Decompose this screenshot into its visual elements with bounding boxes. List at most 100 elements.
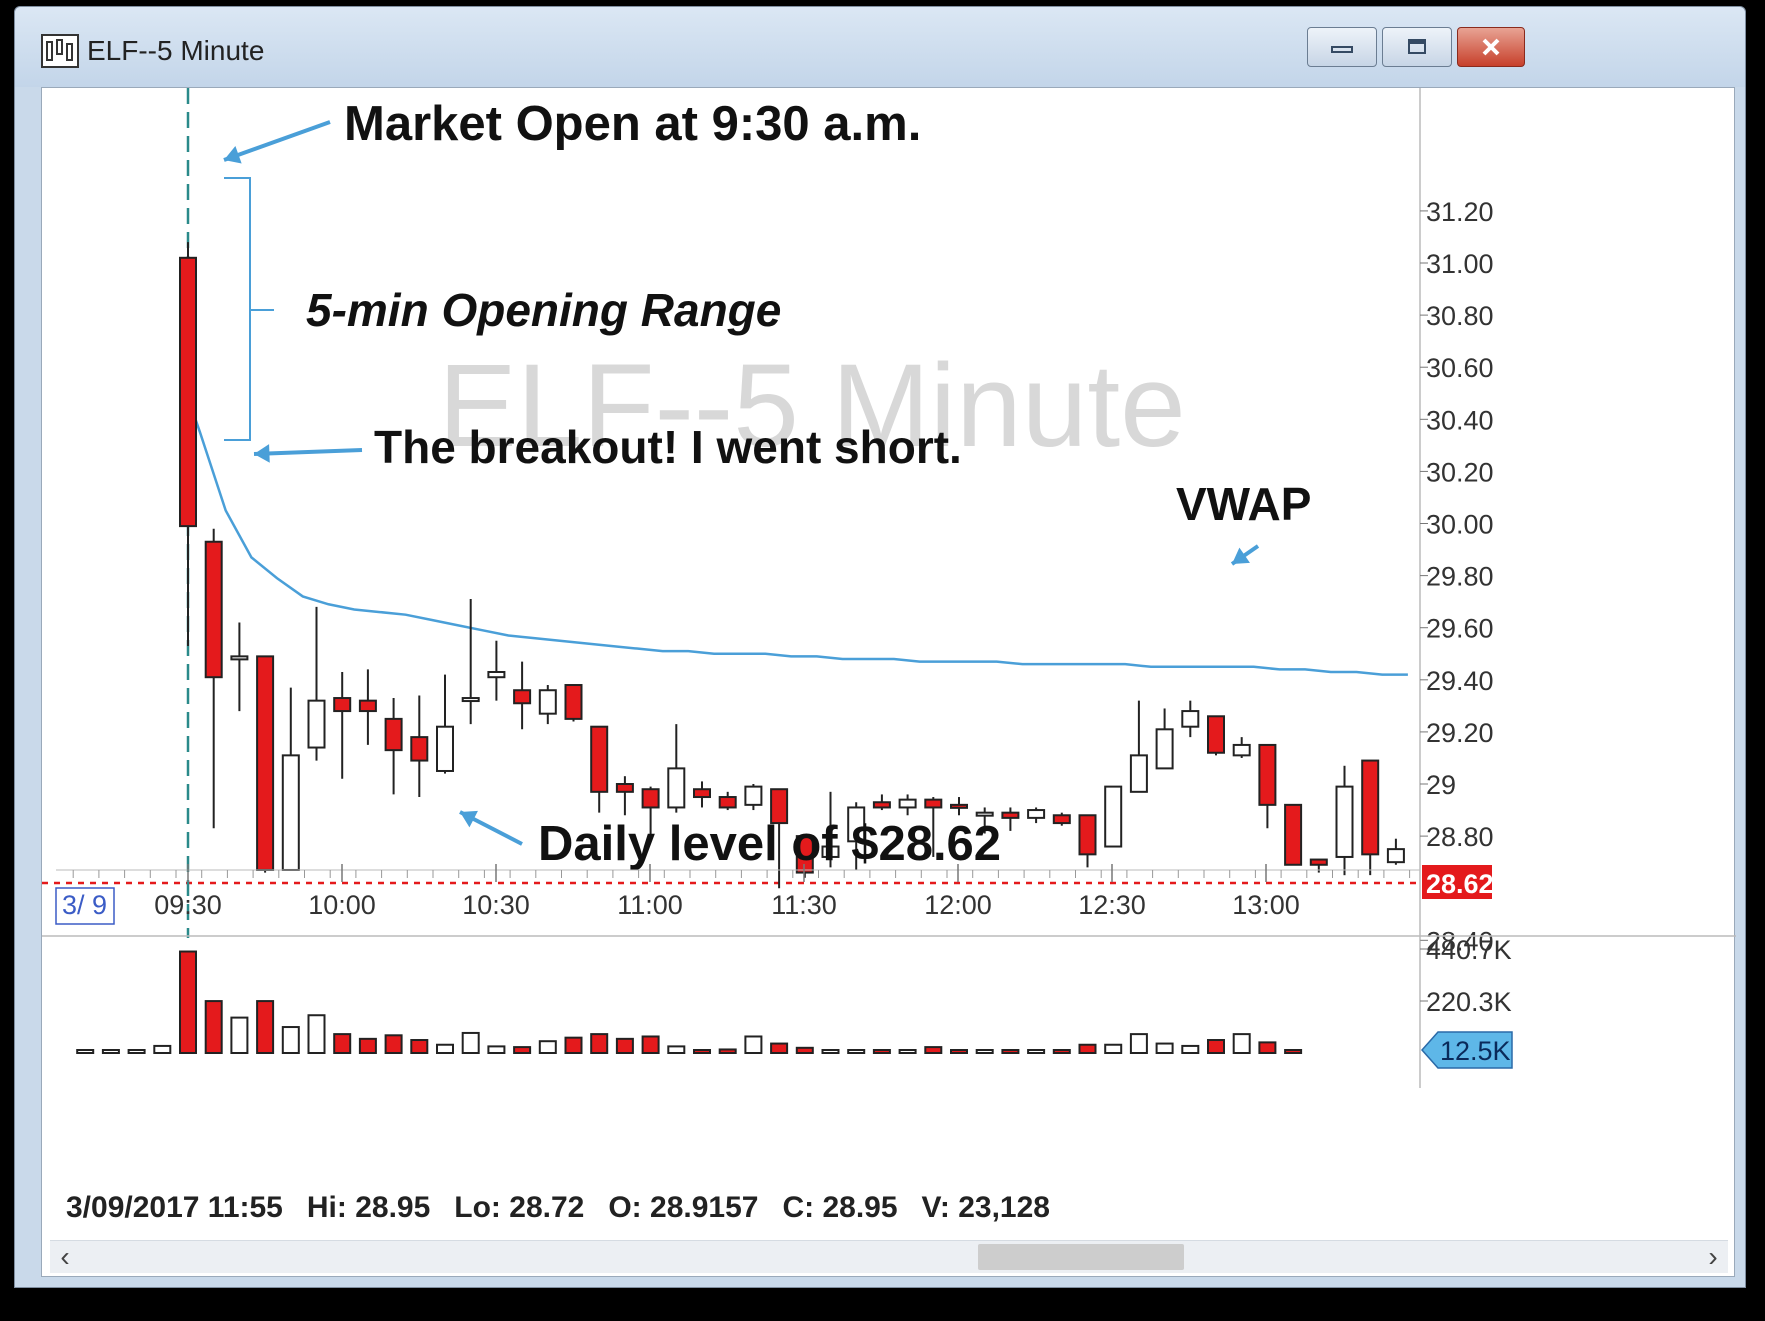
y-tick-label: 30.00 [1426,510,1494,540]
candle-down [1284,803,1303,866]
candle-down [872,801,891,809]
volume-bar-up [461,1031,480,1054]
candle-down [179,256,197,528]
bottom-strip [0,1290,1765,1321]
candle-down [795,835,814,874]
volume-bar-down [615,1037,634,1054]
volume-bar-up [1155,1042,1174,1055]
breakout-arrow-head [254,444,270,463]
volume-last-value: 12.5K [1440,1036,1511,1066]
volume-bar-up [1181,1044,1200,1054]
volume-bar-up [1129,1033,1148,1055]
y-tick-label: 29.60 [1426,614,1494,644]
volume-bar-down [384,1034,403,1055]
candle-up [1027,809,1046,819]
candle-up [744,785,763,806]
volume-bar-up [230,1016,249,1054]
volume-bar-down [924,1046,943,1054]
candle-up [1129,754,1148,793]
x-tick-label: 12:00 [924,890,992,920]
info-low: Lo: 28.72 [454,1191,585,1224]
volume-bar-down [770,1042,789,1055]
candle-up [898,798,917,809]
y-tick-label: 31.20 [1426,197,1494,227]
volume-bar-down [1001,1049,1020,1054]
candle-down [718,796,737,809]
candle-up [847,806,866,843]
y-tick-label: 29.80 [1426,562,1494,592]
x-tick-label: 11:00 [617,890,683,920]
volume-bar-down [1078,1043,1097,1055]
y-tick-label: 29 [1426,770,1456,800]
candle-down [410,736,429,762]
scroll-right-icon[interactable]: › [1708,1241,1718,1272]
info-open: O: 28.9157 [608,1191,759,1224]
y-tick-label: 30.60 [1426,353,1494,383]
candle-down [1001,811,1020,819]
candle-up [436,725,454,772]
candle-up [667,767,686,809]
candle-down [564,684,583,720]
maximize-button[interactable] [1382,27,1452,67]
candle-down [924,798,943,809]
candle-down [1309,858,1328,866]
candle-up [1155,728,1174,770]
volume-bar-down [333,1033,352,1055]
volume-bar-up [975,1049,994,1054]
minimize-button[interactable] [1307,27,1377,67]
candle-up [821,845,840,858]
volume-bar-down [410,1039,429,1054]
volume-last-tag [1420,1031,1513,1069]
scrollbar-thumb[interactable] [978,1244,1184,1270]
breakout-arrow [253,448,363,456]
candle-down [1078,814,1097,856]
volume-bar-down [718,1048,737,1055]
volume-bar-up [667,1045,686,1055]
volume-bar-down [693,1049,711,1054]
candle-up [1181,710,1200,728]
annotation-opening-range: 5-min Opening Range [306,284,781,336]
y-tick-label: 29.40 [1426,666,1494,696]
volume-tick-label: 440.7K [1426,935,1512,965]
volume-bar-up [1104,1043,1123,1055]
volume-bar-down [564,1036,583,1054]
candle-down [1207,715,1225,754]
y-tick-label: 30.40 [1426,405,1494,435]
scroll-left-icon[interactable]: ‹ [60,1241,70,1272]
volume-bar-down [795,1046,814,1055]
volume-bar-down [179,950,197,1055]
vwap-arrow-head [1232,547,1250,564]
y-tick-label: 30.20 [1426,457,1494,487]
volume-tick-label: 220.3K [1426,987,1512,1017]
volume-bar-up [821,1049,840,1054]
volume-bar-down [950,1049,968,1054]
title-bar[interactable]: ELF--5 Minute [15,7,1745,87]
volume-bar-down [1052,1049,1071,1054]
close-button[interactable] [1457,27,1525,67]
candle-down [615,783,634,793]
candle-down [770,788,789,825]
chart-app-icon [41,34,79,68]
daily-level-tag [1422,865,1492,899]
daily-level-arrow-head [460,810,478,828]
volume-bar-up [487,1045,506,1055]
volume-bar-down [204,1000,223,1054]
horizontal-scrollbar[interactable]: ‹ › [50,1240,1728,1273]
volume-bar-down [256,1000,275,1054]
volume-bar-down [1258,1041,1277,1055]
candle-down [384,717,403,752]
candle-up [1104,785,1123,848]
volume-bar-up [1232,1033,1251,1055]
y-tick-label: 30.80 [1426,301,1494,331]
x-tick-label: 12:30 [1078,890,1146,920]
y-tick-label: 28.40 [1426,926,1494,956]
volume-bar-down [641,1035,660,1055]
date-marker: 3/ 9 [62,890,107,920]
x-tick-label: 09:30 [154,890,222,920]
candle-up [307,699,326,749]
candle-up [487,670,506,679]
candle-up [461,697,480,703]
volume-bar-up [153,1044,172,1054]
x-tick-label: 11:30 [771,890,837,920]
chart-area: ELF--5 Minute 28.62 Market Open at 9:30 … [41,87,1736,1277]
